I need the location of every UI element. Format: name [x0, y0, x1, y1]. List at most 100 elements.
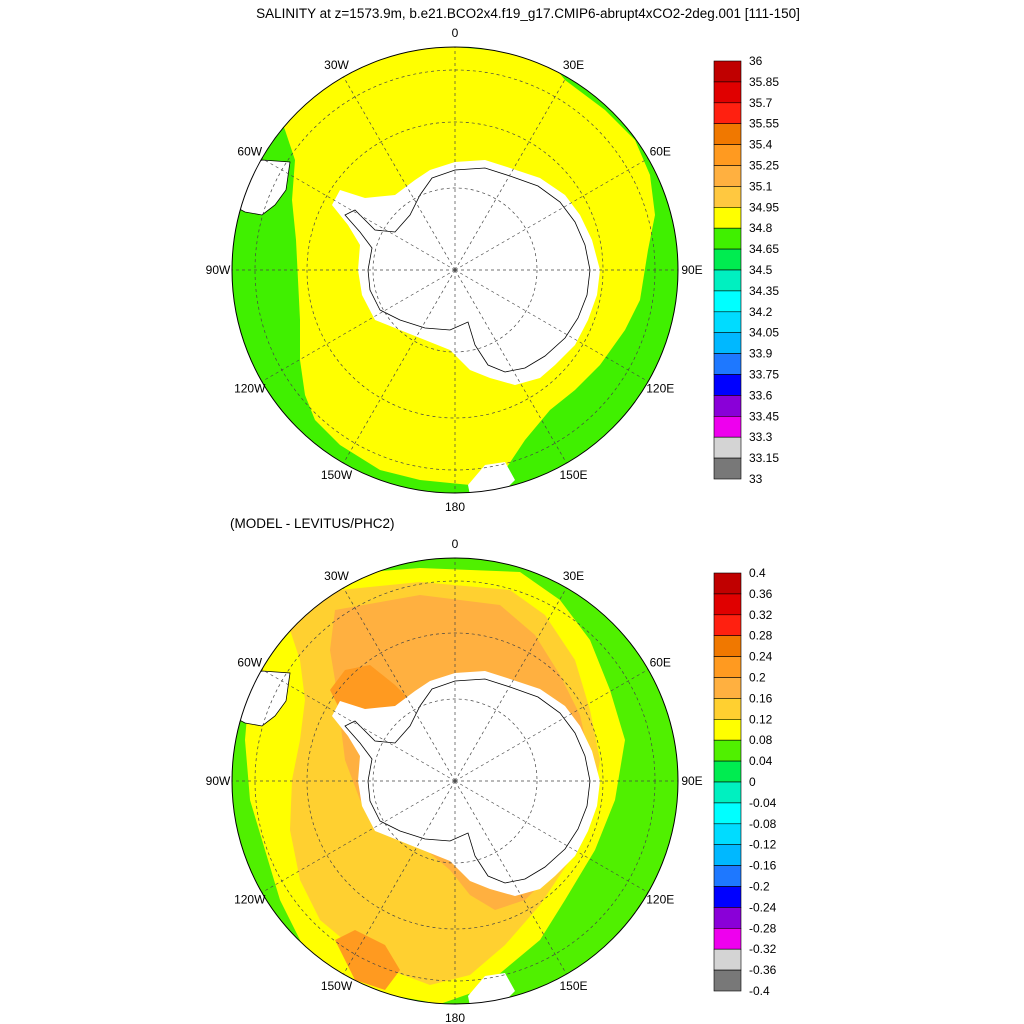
longitude-label: 180	[445, 500, 465, 514]
colorbar-label: -0.4	[749, 984, 770, 998]
colorbar-label: -0.28	[749, 921, 777, 935]
colorbar-label: 0.36	[749, 587, 773, 601]
difference-polar-map: 0 30E 60E 90E 120E 150E 180 150W 120W 90W 60W 30W	[206, 537, 703, 1024]
colorbar-swatch	[713, 635, 742, 657]
colorbar-label: -0.2	[749, 880, 770, 894]
colorbar-swatch	[713, 144, 742, 166]
colorbar-label: 33.3	[749, 430, 773, 444]
colorbar-swatch	[713, 886, 742, 908]
longitude-label: 30E	[563, 569, 584, 583]
longitude-label: 120W	[234, 382, 266, 396]
colorbar-swatch	[713, 353, 742, 375]
meridian-line	[454, 669, 649, 782]
latitude-circle-middle	[306, 121, 604, 419]
colorbar-swatch	[713, 311, 742, 333]
colorbar-swatch	[713, 927, 742, 950]
meridian-line	[343, 587, 456, 782]
colorbar-label: 0.32	[749, 608, 773, 622]
colorbar-label: 33	[749, 472, 763, 486]
colorbar-label: 34.5	[749, 263, 773, 277]
colorbar-swatch	[713, 823, 742, 845]
coastline	[344, 678, 591, 884]
colorbar-swatch	[713, 436, 742, 459]
colorbar-label: 34.95	[749, 200, 779, 214]
meridian-line	[343, 269, 456, 464]
longitude-label: 120E	[646, 382, 674, 396]
figure-title: SALINITY at z=1573.9m, b.e21.BCO2x4.f19_…	[256, 6, 800, 21]
colorbar-label: 33.6	[749, 388, 773, 402]
longitude-label: 150E	[559, 979, 587, 993]
longitude-label: 90E	[681, 263, 702, 277]
colorbar-label: 34.2	[749, 305, 773, 319]
colorbar-label: 34.8	[749, 221, 773, 235]
longitude-label: 60E	[650, 656, 671, 670]
colorbar-swatch	[713, 248, 742, 271]
longitude-label: 90W	[206, 263, 231, 277]
colorbar-label: -0.36	[749, 963, 777, 977]
colorbar-label: 33.15	[749, 451, 779, 465]
latitude-circle-inner	[372, 698, 538, 864]
colorbar-label: 0.08	[749, 733, 773, 747]
map-boundary	[231, 46, 679, 494]
colorbar-swatch	[713, 415, 742, 438]
colorbar-label: 33.45	[749, 409, 779, 423]
colorbar-swatch	[713, 844, 742, 866]
colorbar-swatch	[713, 656, 742, 678]
colorbar-label: -0.04	[749, 796, 777, 810]
colorbar-label: 33.75	[749, 368, 779, 382]
colorbar-swatch	[713, 165, 742, 187]
meridian-line	[454, 780, 567, 975]
colorbar-swatch	[713, 865, 742, 887]
colorbar-label: 0.24	[749, 650, 773, 664]
meridian-line	[261, 269, 456, 382]
longitude-label: 150W	[321, 979, 353, 993]
colorbar-label: 35.4	[749, 138, 773, 152]
colorbar-swatch	[713, 81, 742, 104]
colorbar-label: 0.2	[749, 671, 766, 685]
new-zealand-area	[468, 973, 515, 1004]
meridian-line	[454, 269, 567, 464]
longitude-label: 150W	[321, 468, 353, 482]
longitude-label: 90W	[206, 774, 231, 788]
colorbar-label: -0.12	[749, 838, 777, 852]
colorbar-swatch	[713, 332, 742, 354]
colorbar-label: 0.4	[749, 566, 766, 580]
meridian-line	[454, 76, 567, 271]
colorbar-swatch	[713, 123, 742, 145]
colorbar-label: 0.16	[749, 691, 773, 705]
colorbar-label: 35.25	[749, 159, 779, 173]
salinity-colorbar: 36 35.85 35.7 35.55 35.4 35.25 35.1 34.95 34.8 34…	[713, 54, 779, 486]
salinity-polar-map: 0 30E 60E 90E 120E 150E 180 150W 120W 90W 60W 30W	[206, 26, 703, 514]
colorbar-label: 35.55	[749, 117, 779, 131]
longitude-label: 30E	[563, 58, 584, 72]
meridian-line	[343, 76, 456, 271]
colorbar-label: 36	[749, 54, 763, 68]
colorbar-swatch	[713, 102, 742, 125]
longitude-label: 180	[445, 1011, 465, 1024]
longitude-label: 30W	[324, 569, 349, 583]
colorbar-label: 0.28	[749, 629, 773, 643]
antarctic-continent	[332, 671, 600, 896]
colorbar-swatch	[713, 718, 742, 741]
colorbar-swatch	[713, 907, 742, 929]
colorbar-swatch	[713, 739, 742, 762]
colorbar-swatch	[713, 781, 742, 804]
map-boundary	[231, 557, 679, 1005]
longitude-label: 120E	[646, 893, 674, 907]
colorbar-swatch	[713, 207, 742, 229]
longitude-label: 0	[452, 537, 459, 551]
meridian-line	[454, 780, 649, 893]
colorbar-swatch	[713, 60, 742, 83]
colorbar-swatch	[713, 677, 742, 699]
antarctic-continent	[332, 160, 600, 385]
colorbar-swatch	[713, 290, 742, 313]
colorbar-swatch	[713, 269, 742, 292]
colorbar-swatch	[713, 186, 742, 208]
colorbar-swatch	[713, 760, 742, 783]
longitude-label: 60E	[650, 145, 671, 159]
colorbar-label: -0.24	[749, 900, 777, 914]
colorbar-swatch	[713, 802, 742, 825]
meridian-line	[261, 780, 456, 893]
longitude-label: 90E	[681, 774, 702, 788]
colorbar-label: -0.08	[749, 817, 777, 831]
